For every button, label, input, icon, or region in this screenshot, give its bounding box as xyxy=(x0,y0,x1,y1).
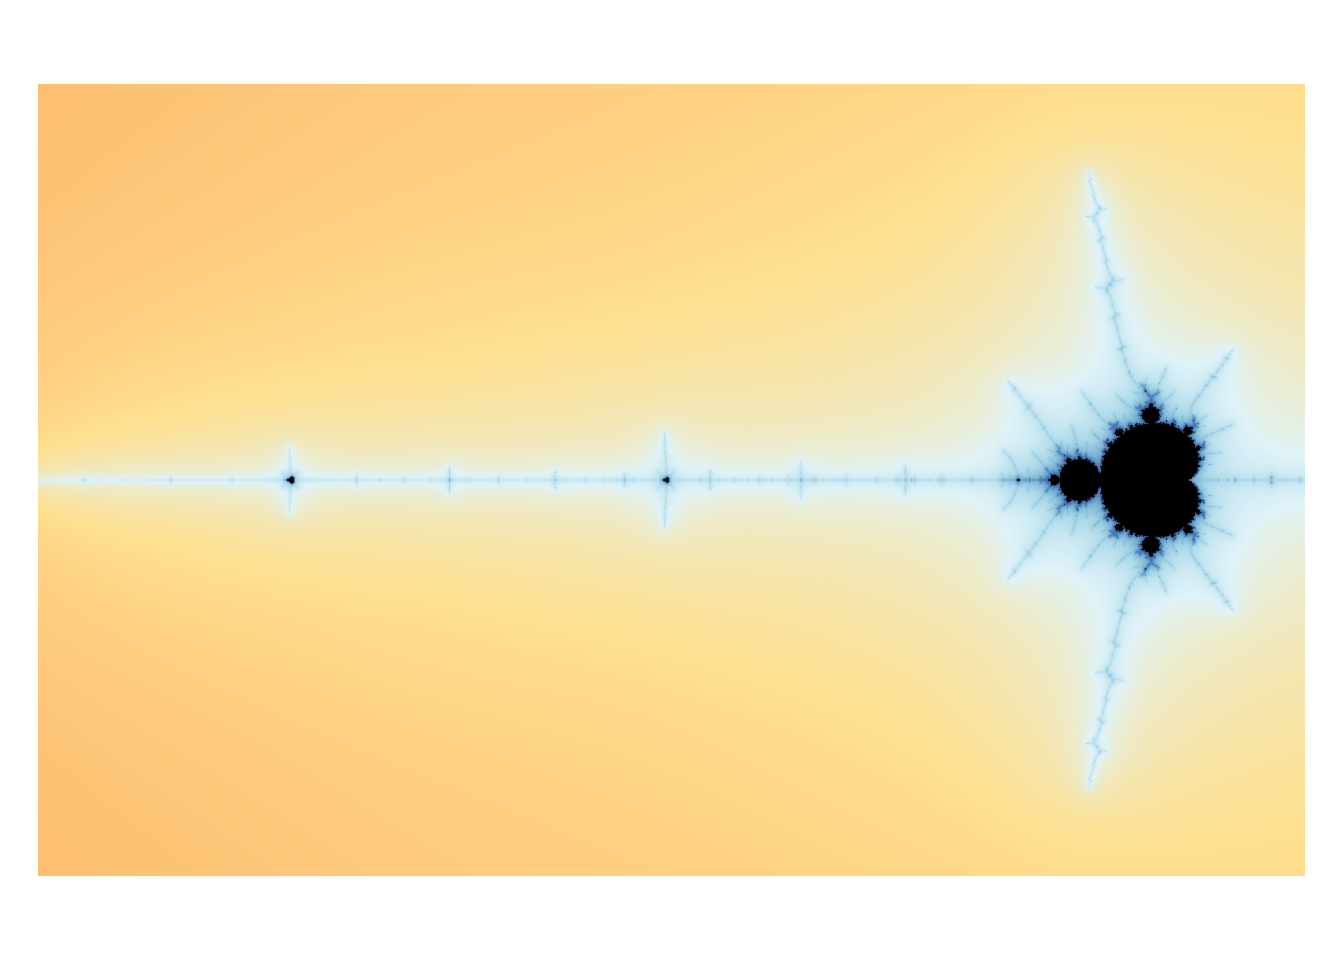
fractal-canvas xyxy=(38,84,1305,876)
fractal-image xyxy=(38,84,1305,876)
